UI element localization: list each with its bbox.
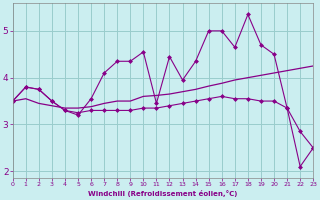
X-axis label: Windchill (Refroidissement éolien,°C): Windchill (Refroidissement éolien,°C)	[88, 190, 238, 197]
